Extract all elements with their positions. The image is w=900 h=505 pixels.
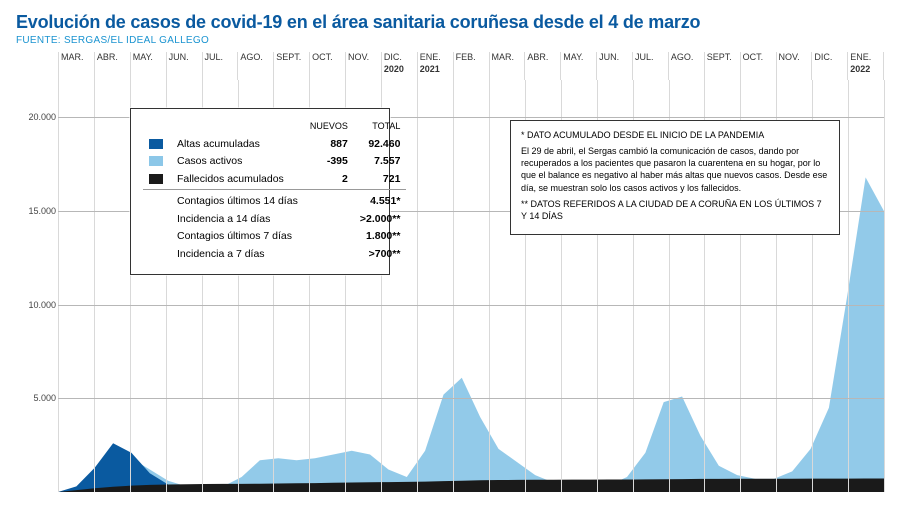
legend-table: NUEVOSTOTAL Altas acumuladas88792.460Cas… <box>143 119 406 264</box>
legend-label: Contagios últimos 14 días <box>171 189 304 210</box>
legend-hd-total: TOTAL <box>354 119 407 136</box>
ytick-label: 5.000 <box>16 393 56 403</box>
legend-total: 1.800** <box>354 228 407 246</box>
vgrid <box>417 80 418 492</box>
month-label: AGO. <box>238 52 274 80</box>
legend-swatch <box>149 174 163 184</box>
note-box: * DATO ACUMULADO DESDE EL INICIO DE LA P… <box>510 120 840 235</box>
month-label: DIC. <box>812 52 848 80</box>
ytick-label: 20.000 <box>16 112 56 122</box>
month-label: MAY. <box>131 52 167 80</box>
legend-nuevos: -395 <box>304 153 354 171</box>
legend-row: Incidencia a 7 días >700** <box>143 246 406 264</box>
hgrid <box>58 305 884 306</box>
source-line: FUENTE: SERGAS/EL IDEAL GALLEGO <box>16 35 884 46</box>
legend-label: Fallecidos acumulados <box>171 171 304 189</box>
area-series <box>58 479 884 493</box>
month-axis: MAR.ABR.MAY.JUN.JUL.AGO.SEPT.OCT.NOV.DIC… <box>58 52 884 80</box>
infographic-root: Evolución de casos de covid-19 en el áre… <box>0 0 900 505</box>
legend-total: 92.460 <box>354 136 407 154</box>
month-label: FEB. <box>454 52 490 80</box>
hgrid <box>58 398 884 399</box>
legend-row: Contagios últimos 7 días 1.800** <box>143 228 406 246</box>
legend-hd-nuevos: NUEVOS <box>304 119 354 136</box>
month-label: OCT. <box>741 52 777 80</box>
year-label: 2020 <box>384 64 404 74</box>
month-label: ENE.2022 <box>848 52 884 80</box>
legend-label: Incidencia a 7 días <box>171 246 304 264</box>
month-label: DIC.2020 <box>382 52 418 80</box>
month-label: JUN. <box>597 52 633 80</box>
month-label: MAR. <box>58 52 95 80</box>
legend-total: 7.557 <box>354 153 407 171</box>
legend-row: Incidencia a 14 días >2.000** <box>143 211 406 229</box>
legend-total: 721 <box>354 171 407 189</box>
page-title: Evolución de casos de covid-19 en el áre… <box>16 12 884 33</box>
month-label: OCT. <box>310 52 346 80</box>
legend-nuevos: 2 <box>304 171 354 189</box>
vgrid <box>94 80 95 492</box>
ytick-label: 10.000 <box>16 300 56 310</box>
legend-row: Fallecidos acumulados2721 <box>143 171 406 189</box>
legend-row: Contagios últimos 14 días 4.551* <box>143 189 406 210</box>
legend-row: Altas acumuladas88792.460 <box>143 136 406 154</box>
month-label: JUN. <box>167 52 203 80</box>
month-label: ABR. <box>525 52 561 80</box>
month-label: AGO. <box>669 52 705 80</box>
legend-row: Casos activos-3957.557 <box>143 153 406 171</box>
legend-label: Contagios últimos 7 días <box>171 228 304 246</box>
vgrid <box>884 80 885 492</box>
vgrid <box>848 80 849 492</box>
month-label: MAR. <box>490 52 526 80</box>
legend-swatch <box>149 156 163 166</box>
note-line: ** DATOS REFERIDOS A LA CIUDAD DE A CORU… <box>521 198 829 222</box>
vgrid <box>489 80 490 492</box>
legend-total: 4.551* <box>354 189 407 210</box>
legend-total: >2.000** <box>354 211 407 229</box>
note-line: * DATO ACUMULADO DESDE EL INICIO DE LA P… <box>521 129 829 141</box>
legend-total: >700** <box>354 246 407 264</box>
month-label: SEPT. <box>274 52 310 80</box>
year-label: 2022 <box>850 64 870 74</box>
month-label: ABR. <box>95 52 131 80</box>
legend-label: Altas acumuladas <box>171 136 304 154</box>
legend-label: Incidencia a 14 días <box>171 211 304 229</box>
legend-nuevos: 887 <box>304 136 354 154</box>
year-label: 2021 <box>420 64 440 74</box>
month-label: NOV. <box>346 52 382 80</box>
month-label: JUL. <box>633 52 669 80</box>
ytick-label: 15.000 <box>16 206 56 216</box>
month-label: JUL. <box>203 52 239 80</box>
month-label: MAY. <box>561 52 597 80</box>
month-label: SEPT. <box>705 52 741 80</box>
note-line: El 29 de abril, el Sergas cambió la comu… <box>521 145 829 194</box>
legend-label: Casos activos <box>171 153 304 171</box>
vgrid <box>453 80 454 492</box>
vgrid <box>58 80 59 492</box>
legend-swatch <box>149 139 163 149</box>
month-label: NOV. <box>777 52 813 80</box>
legend-box: NUEVOSTOTAL Altas acumuladas88792.460Cas… <box>130 108 390 275</box>
month-label: ENE.2021 <box>418 52 454 80</box>
